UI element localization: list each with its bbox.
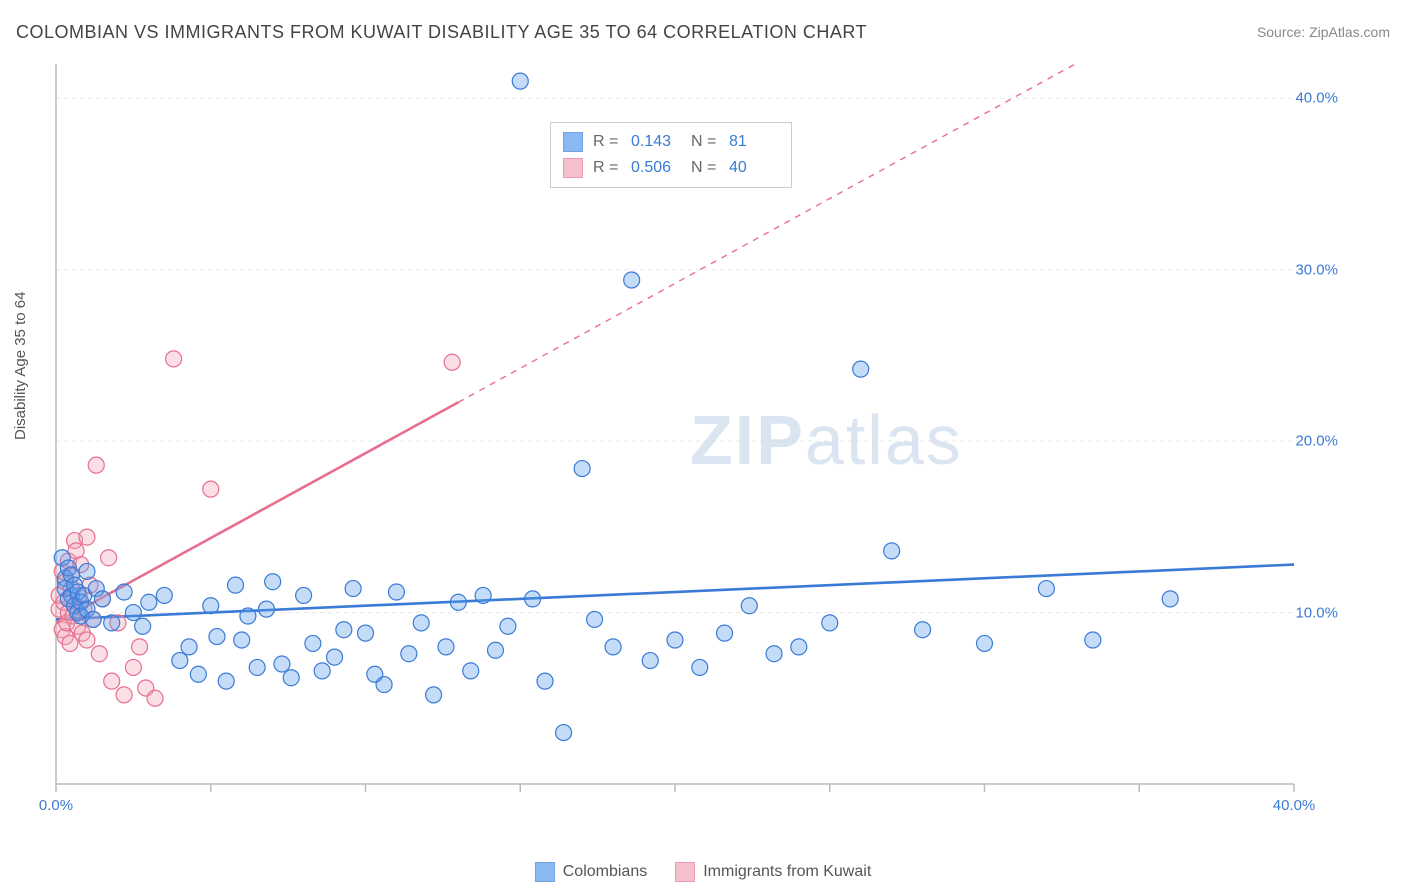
legend-label: Immigrants from Kuwait — [703, 863, 871, 881]
series-legend: Colombians Immigrants from Kuwait — [0, 862, 1406, 882]
r-label: R = — [593, 155, 621, 181]
source-attribution: Source: ZipAtlas.com — [1257, 24, 1390, 40]
n-label: N = — [691, 155, 719, 181]
legend-swatch — [675, 862, 695, 882]
r-value: 0.506 — [631, 155, 681, 181]
stats-legend: R = 0.143 N = 81 R = 0.506 N = 40 — [550, 122, 792, 188]
y-tick-label: 20.0% — [1295, 433, 1338, 450]
legend-item: Immigrants from Kuwait — [675, 862, 871, 882]
legend-item: Colombians — [535, 862, 647, 882]
legend-label: Colombians — [563, 863, 647, 881]
plot-area: ZIPatlas R =0.143N =81R =0.506N =40 10.0… — [50, 60, 1350, 820]
r-label: R = — [593, 129, 621, 155]
y-axis-label: Disability Age 35 to 64 — [12, 292, 29, 440]
chart-title: COLOMBIAN VS IMMIGRANTS FROM KUWAIT DISA… — [16, 22, 867, 43]
stats-row: R = 0.506 N = 40 — [563, 155, 779, 181]
legend-swatch — [563, 132, 583, 152]
y-tick-label: 40.0% — [1295, 90, 1338, 107]
n-value: 81 — [729, 129, 779, 155]
legend-swatch — [563, 158, 583, 178]
y-tick-label: 30.0% — [1295, 261, 1338, 278]
n-label: N = — [691, 129, 719, 155]
x-tick-label: 40.0% — [1273, 797, 1316, 814]
legend-swatch — [535, 862, 555, 882]
stats-row: R = 0.143 N = 81 — [563, 129, 779, 155]
x-tick-label: 0.0% — [39, 797, 73, 814]
n-value: 40 — [729, 155, 779, 181]
r-value: 0.143 — [631, 129, 681, 155]
y-tick-label: 10.0% — [1295, 604, 1338, 621]
